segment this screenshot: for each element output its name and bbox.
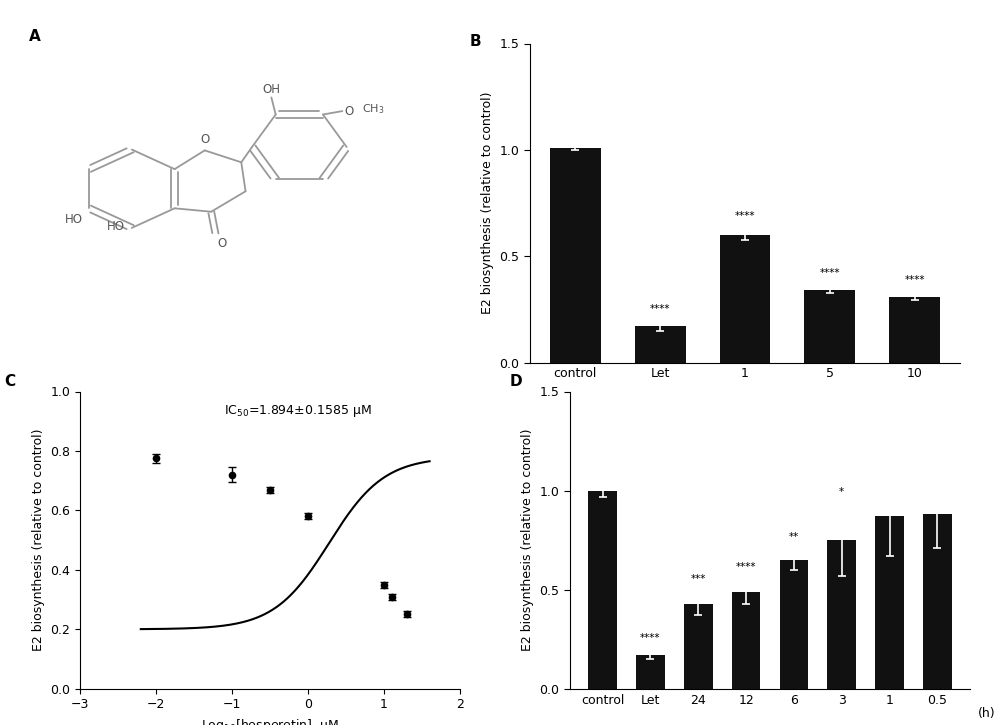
- Bar: [780, 560, 808, 689]
- Text: ***: ***: [691, 573, 706, 584]
- Text: ****: ****: [640, 633, 661, 643]
- Text: CH$_3$: CH$_3$: [362, 102, 384, 116]
- Y-axis label: E2 biosynthesis (relative to control): E2 biosynthesis (relative to control): [521, 429, 534, 651]
- Bar: [588, 491, 617, 689]
- Y-axis label: E2 biosynthesis (relative to control): E2 biosynthesis (relative to control): [481, 92, 494, 314]
- Bar: [875, 516, 904, 689]
- Bar: [804, 290, 855, 362]
- Text: B: B: [470, 34, 481, 49]
- Text: HO: HO: [107, 220, 125, 233]
- Bar: [636, 655, 665, 689]
- Text: C: C: [4, 373, 15, 389]
- Bar: [635, 326, 686, 362]
- Text: ****: ****: [820, 268, 840, 278]
- Bar: [827, 540, 856, 689]
- Bar: [889, 297, 940, 362]
- Bar: [923, 514, 952, 689]
- Text: IC$_{50}$=1.894±0.1585 μM: IC$_{50}$=1.894±0.1585 μM: [224, 403, 372, 419]
- Text: ****: ****: [905, 275, 925, 285]
- Text: O: O: [200, 133, 209, 146]
- Text: D: D: [510, 373, 523, 389]
- Text: ****: ****: [650, 304, 670, 314]
- Bar: [732, 592, 760, 689]
- Bar: [684, 603, 713, 689]
- Bar: [720, 235, 770, 362]
- Text: OH: OH: [262, 83, 280, 96]
- Text: HO: HO: [65, 213, 83, 226]
- Bar: [550, 148, 601, 362]
- Text: ****: ****: [736, 562, 756, 572]
- Text: O: O: [344, 104, 354, 117]
- Text: *: *: [839, 486, 844, 497]
- Text: (h): (h): [978, 707, 996, 720]
- Text: ****: ****: [735, 211, 755, 221]
- X-axis label: Log$_{10}$[hesperetin], μM: Log$_{10}$[hesperetin], μM: [201, 717, 339, 725]
- Y-axis label: E2 biosynthesis (relative to control): E2 biosynthesis (relative to control): [32, 429, 45, 651]
- Text: **: **: [789, 532, 799, 542]
- Text: O: O: [218, 236, 227, 249]
- Text: A: A: [29, 28, 40, 44]
